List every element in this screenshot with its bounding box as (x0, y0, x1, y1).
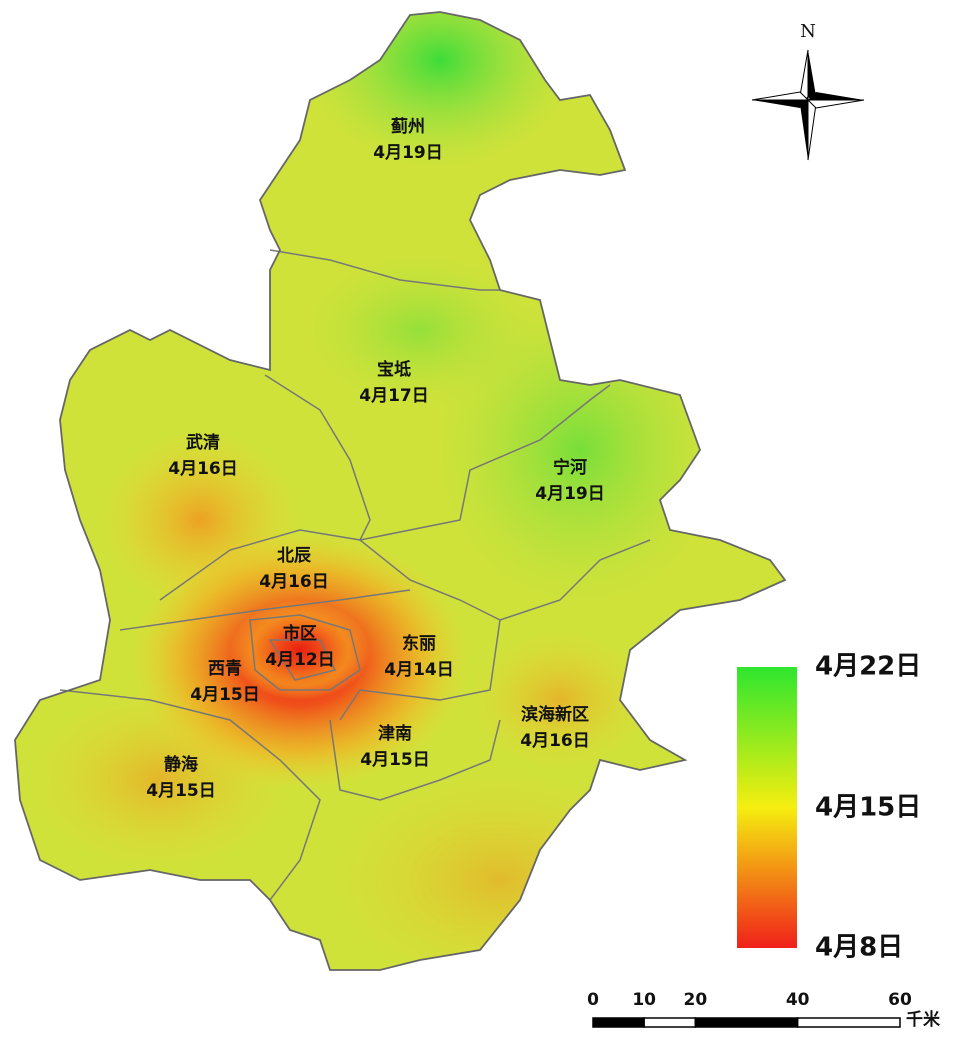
map-outline (14, 11, 787, 971)
district-name: 北辰 (277, 546, 312, 566)
district-name: 宁河 (553, 457, 587, 478)
district-date: 4月16日 (168, 459, 238, 479)
district-borders (59, 249, 651, 901)
district-name: 津南 (378, 723, 412, 744)
legend-colorbar (737, 667, 797, 948)
scale-segment (694, 1017, 799, 1028)
district-date: 4月15日 (190, 685, 260, 705)
district-name: 西青 (208, 658, 242, 679)
district-name: 静海 (164, 754, 198, 775)
district-name: 市区 (283, 623, 317, 644)
district-date: 4月16日 (259, 572, 329, 592)
district-date: 4月19日 (373, 143, 443, 163)
scale-segment (796, 1017, 901, 1028)
legend-label: 4月15日 (815, 793, 921, 823)
district-date: 4月16日 (520, 731, 590, 751)
scale-segment (643, 1017, 697, 1028)
scale-tick-label: 60 (888, 990, 912, 1010)
north-label: N (800, 21, 816, 42)
compass (751, 49, 865, 161)
district-name: 东丽 (402, 633, 436, 654)
district-date: 4月14日 (384, 660, 454, 680)
legend-label: 4月8日 (815, 933, 903, 963)
district-name: 蓟州 (390, 116, 425, 137)
legend-label: 4月22日 (815, 652, 921, 682)
district-date: 4月17日 (359, 386, 429, 406)
district-date: 4月15日 (360, 750, 430, 770)
district-date: 4月19日 (535, 484, 605, 504)
district-date: 4月12日 (265, 650, 335, 670)
scale-tick-label: 40 (786, 990, 810, 1010)
district-name: 武清 (186, 432, 220, 453)
scale-tick-label: 20 (683, 990, 707, 1010)
district-name: 滨海新区 (521, 704, 589, 725)
scale-tick-label: 10 (632, 990, 656, 1010)
district-name: 宝坻 (377, 359, 411, 380)
scale-tick-label: 0 (587, 990, 599, 1010)
district-date: 4月15日 (146, 781, 216, 801)
scale-segment (592, 1017, 645, 1028)
scale-unit: 千米 (906, 1009, 941, 1030)
